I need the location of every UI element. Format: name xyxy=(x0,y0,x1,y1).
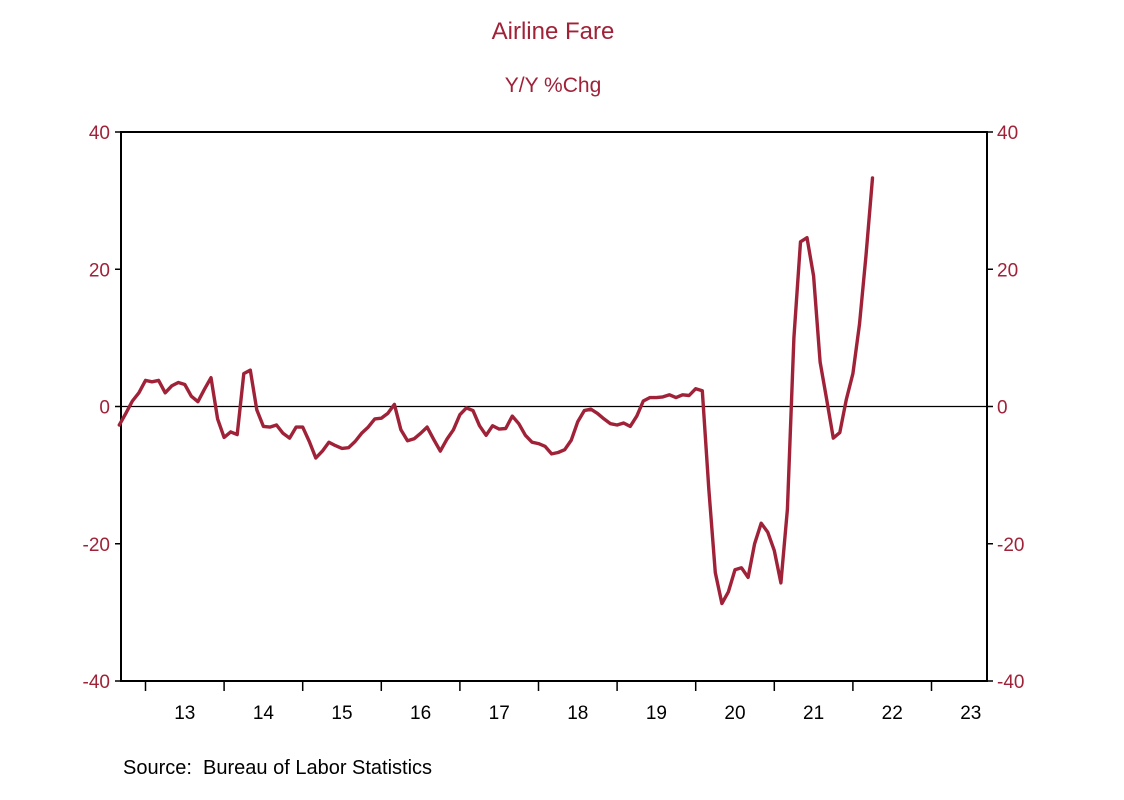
y-tick-label-left: 20 xyxy=(89,260,110,281)
x-tick-label: 16 xyxy=(410,703,431,724)
x-tick-label: 19 xyxy=(646,703,667,724)
source-note: Source: Bureau of Labor Statistics xyxy=(123,757,433,779)
x-tick-label: 14 xyxy=(253,703,275,724)
y-tick-label-left: -40 xyxy=(83,672,110,693)
x-tick-label: 15 xyxy=(331,703,352,724)
y-tick-label-left: 40 xyxy=(89,123,110,144)
x-tick-label: 18 xyxy=(567,703,588,724)
series-line xyxy=(117,176,875,606)
y-tick-label-right: -20 xyxy=(997,535,1024,556)
y-tick-label-right: 20 xyxy=(997,260,1018,281)
y-tick-label-left: -20 xyxy=(83,535,110,556)
chart-title: Airline Fare xyxy=(492,18,615,45)
x-tick-label: 22 xyxy=(882,703,903,724)
chart-subtitle: Y/Y %Chg xyxy=(505,74,602,97)
y-tick-label-right: 40 xyxy=(997,123,1018,144)
x-tick-label: 21 xyxy=(803,703,824,724)
y-tick-label-left: 0 xyxy=(99,398,110,419)
y-tick-label-right: 0 xyxy=(997,398,1008,419)
x-tick-label: 20 xyxy=(724,703,745,724)
x-tick-label: 23 xyxy=(960,703,981,724)
x-tick-label: 13 xyxy=(174,703,195,724)
y-tick-label-right: -40 xyxy=(997,672,1024,693)
x-tick-label: 17 xyxy=(489,703,510,724)
